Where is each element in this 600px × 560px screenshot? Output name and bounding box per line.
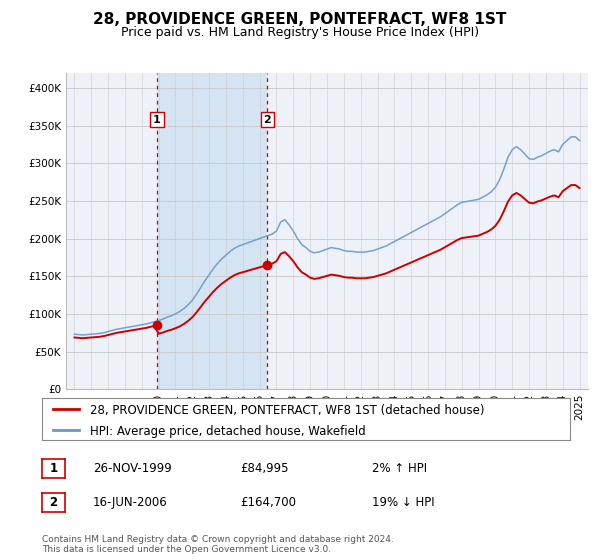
Text: 2% ↑ HPI: 2% ↑ HPI (372, 462, 427, 475)
Text: Contains HM Land Registry data © Crown copyright and database right 2024.
This d: Contains HM Land Registry data © Crown c… (42, 535, 394, 554)
Text: 28, PROVIDENCE GREEN, PONTEFRACT, WF8 1ST: 28, PROVIDENCE GREEN, PONTEFRACT, WF8 1S… (94, 12, 506, 27)
Text: HPI: Average price, detached house, Wakefield: HPI: Average price, detached house, Wake… (89, 424, 365, 438)
Text: £84,995: £84,995 (240, 462, 289, 475)
Bar (157, 73, 267, 389)
Text: 28, PROVIDENCE GREEN, PONTEFRACT, WF8 1ST (detached house): 28, PROVIDENCE GREEN, PONTEFRACT, WF8 1S… (89, 404, 484, 417)
Text: 16-JUN-2006: 16-JUN-2006 (93, 496, 168, 509)
Text: 19% ↓ HPI: 19% ↓ HPI (372, 496, 434, 509)
Text: 2: 2 (263, 114, 271, 124)
Text: Price paid vs. HM Land Registry's House Price Index (HPI): Price paid vs. HM Land Registry's House … (121, 26, 479, 39)
Text: 1: 1 (153, 114, 161, 124)
Text: 2: 2 (49, 496, 58, 509)
Text: 26-NOV-1999: 26-NOV-1999 (93, 462, 172, 475)
Text: 1: 1 (49, 462, 58, 475)
Text: £164,700: £164,700 (240, 496, 296, 509)
